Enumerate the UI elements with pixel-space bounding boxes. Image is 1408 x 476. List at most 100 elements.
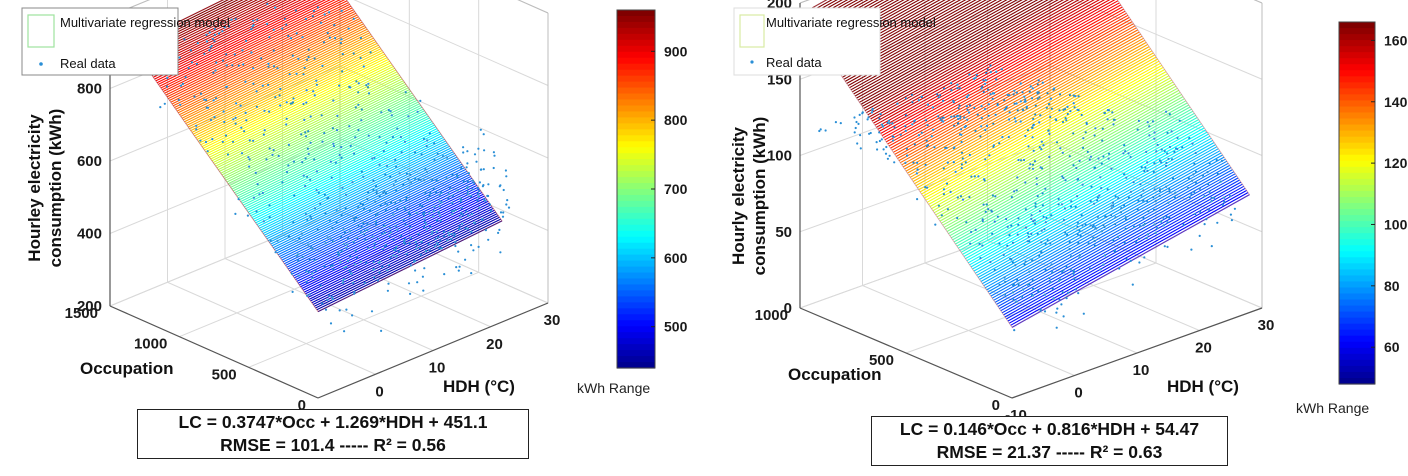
data-point — [210, 44, 213, 48]
data-point — [471, 179, 474, 182]
colorbar-band-19 — [617, 123, 655, 130]
data-point — [1015, 278, 1019, 281]
data-point — [291, 290, 294, 293]
colorbar-band-43 — [617, 266, 655, 274]
data-point — [1006, 93, 1009, 96]
data-point — [904, 161, 907, 164]
data-point — [159, 106, 162, 109]
data-point — [381, 265, 384, 268]
data-point — [956, 196, 959, 199]
data-point — [331, 298, 334, 301]
data-point — [1016, 109, 1019, 112]
surface-line-65 — [236, 105, 422, 197]
data-point — [984, 128, 987, 132]
data-point — [1153, 137, 1156, 140]
surface-line-31 — [279, 165, 464, 258]
data-point — [1133, 225, 1136, 228]
surface-line-115 — [174, 16, 359, 108]
data-point — [887, 119, 891, 122]
data-point — [357, 91, 360, 94]
surface-line-62 — [924, 64, 1163, 199]
surface-line-38 — [958, 114, 1197, 249]
data-point — [432, 210, 435, 213]
data-point — [1013, 190, 1016, 193]
data-point — [924, 186, 927, 189]
colorbar-band-48 — [1339, 311, 1375, 319]
colorbar-band-28 — [617, 177, 655, 184]
data-point — [961, 157, 964, 160]
data-point — [958, 87, 961, 90]
surface-line-88 — [887, 10, 1126, 145]
data-point — [1052, 88, 1055, 91]
surface-line-116 — [847, 0, 1003, 87]
data-point — [416, 281, 419, 284]
y-tick-label-0: 0 — [992, 397, 1000, 414]
colorbar-band-40 — [617, 248, 655, 256]
data-point — [414, 269, 417, 272]
data-point — [354, 136, 357, 139]
data-point — [464, 227, 467, 230]
data-point — [484, 229, 487, 232]
data-point — [372, 179, 375, 182]
colorbar-band-7 — [617, 51, 655, 59]
z-axis-label: Hourly electricity consumption (kWh) — [729, 117, 769, 276]
data-point — [338, 309, 341, 312]
data-point — [904, 114, 907, 117]
data-point — [331, 127, 334, 130]
data-point — [423, 179, 426, 182]
surface-line-67 — [234, 101, 419, 194]
surface-line-108 — [859, 0, 1044, 103]
surface-line-40 — [267, 149, 453, 242]
data-point — [466, 162, 469, 165]
data-point — [389, 226, 392, 230]
data-point — [1198, 234, 1201, 237]
data-point — [431, 230, 434, 233]
data-point — [1021, 91, 1024, 94]
data-point — [1173, 196, 1176, 199]
colorbar-band-16 — [617, 105, 655, 113]
data-point — [419, 253, 422, 256]
surface-line-101 — [869, 0, 1080, 118]
data-point — [1019, 120, 1022, 123]
data-point — [354, 249, 357, 252]
data-point — [423, 267, 426, 270]
data-point — [324, 308, 328, 311]
data-point — [987, 208, 990, 211]
data-point — [384, 201, 387, 204]
data-point — [1012, 291, 1015, 294]
surface-line-13 — [993, 167, 1232, 301]
z-tick-label-2: 100 — [767, 148, 792, 165]
data-point — [328, 36, 331, 39]
data-point — [1058, 298, 1061, 301]
surface-line-2 — [1008, 189, 1247, 324]
data-point — [426, 139, 429, 142]
data-point — [387, 264, 390, 267]
data-point — [254, 171, 257, 174]
data-point — [222, 110, 225, 113]
data-point — [302, 102, 305, 106]
data-point — [1124, 216, 1127, 219]
data-point — [274, 6, 277, 9]
colorbar-band-18 — [617, 117, 655, 124]
data-point — [366, 197, 369, 201]
data-point — [370, 310, 374, 313]
data-point — [344, 207, 347, 210]
data-point — [359, 260, 362, 263]
data-point — [289, 37, 293, 40]
data-point — [912, 161, 915, 164]
data-point — [384, 245, 387, 248]
data-point — [1076, 233, 1079, 236]
data-point — [1036, 92, 1039, 95]
data-point — [1089, 267, 1092, 270]
surface-line-15 — [299, 193, 484, 286]
surface-line-102 — [190, 39, 375, 132]
data-point — [1017, 217, 1020, 220]
data-point — [462, 180, 465, 183]
data-point — [1055, 311, 1058, 314]
data-point — [965, 96, 969, 99]
data-point — [1076, 178, 1079, 181]
data-point — [1152, 170, 1155, 173]
data-point — [1229, 195, 1232, 198]
data-point — [466, 193, 469, 196]
